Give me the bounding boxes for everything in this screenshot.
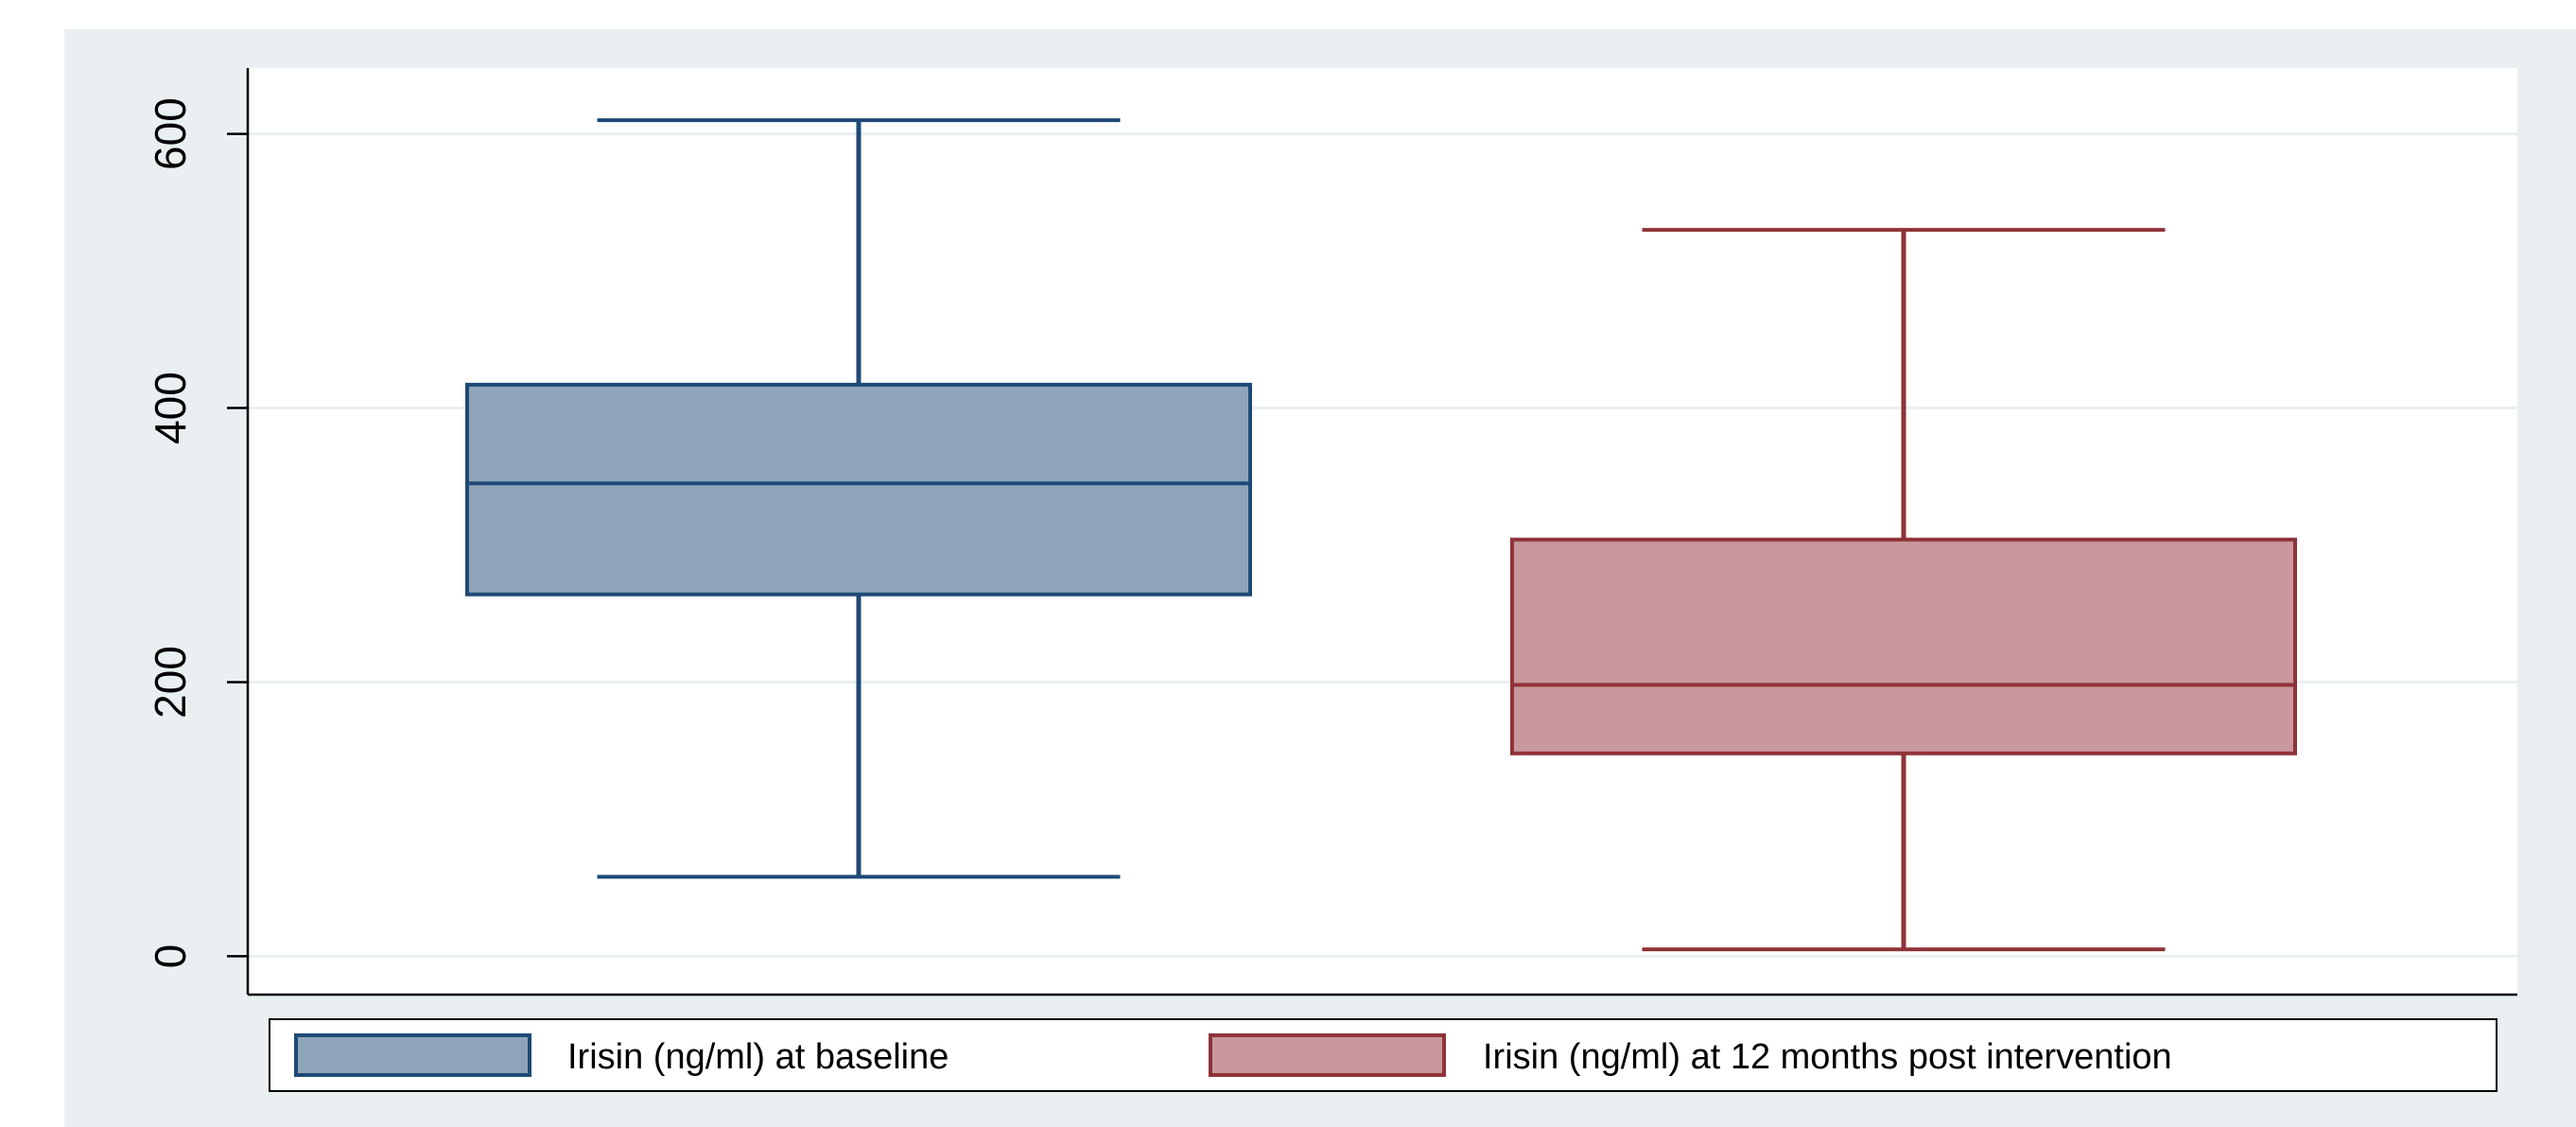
legend: Irisin (ng/ml) at baseline Irisin (ng/ml…	[269, 1018, 2498, 1092]
legend-label-baseline: Irisin (ng/ml) at baseline	[567, 1037, 949, 1077]
interquartile-box	[465, 382, 1252, 597]
y-tick-label-600: 600	[146, 97, 195, 170]
box-baseline	[465, 118, 1252, 879]
axes	[246, 68, 2517, 997]
y-ticks: 0 200 400 600	[146, 97, 248, 968]
y-tick-label-0: 0	[146, 945, 195, 969]
legend-label-post-intervention: Irisin (ng/ml) at 12 months post interve…	[1483, 1037, 2172, 1077]
legend-swatch-post-intervention	[1209, 1033, 1446, 1077]
interquartile-box	[1510, 537, 2297, 755]
y-tick-label-200: 200	[146, 646, 195, 719]
box-series	[465, 118, 2297, 952]
y-tick-label-400: 400	[146, 372, 195, 444]
legend-swatch-baseline	[294, 1033, 531, 1077]
box-post-intervention	[1510, 228, 2297, 952]
